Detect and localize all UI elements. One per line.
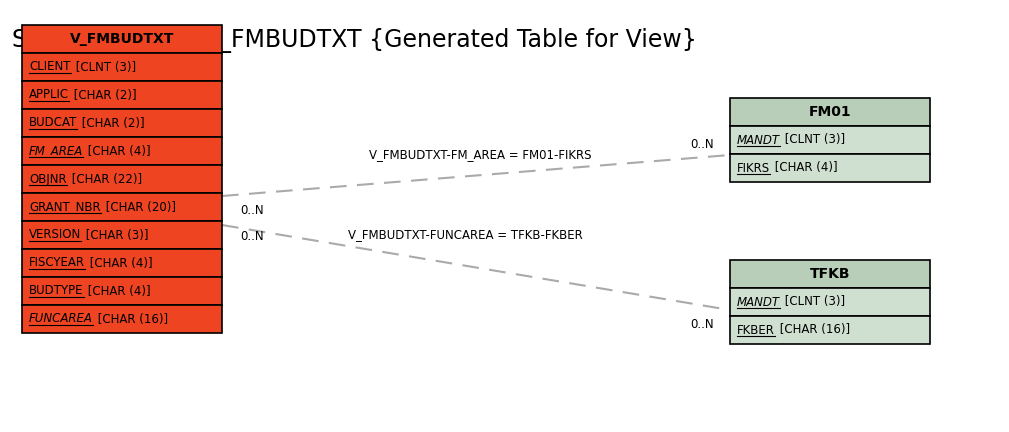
FancyBboxPatch shape — [22, 53, 222, 81]
Text: SAP ABAP table V_FMBUDTXT {Generated Table for View}: SAP ABAP table V_FMBUDTXT {Generated Tab… — [12, 28, 697, 53]
Text: [CHAR (4)]: [CHAR (4)] — [771, 162, 837, 175]
FancyBboxPatch shape — [730, 154, 930, 182]
Text: VERSION: VERSION — [29, 229, 82, 241]
FancyBboxPatch shape — [22, 193, 222, 221]
Text: [CHAR (16)]: [CHAR (16)] — [776, 324, 850, 337]
FancyBboxPatch shape — [22, 137, 222, 165]
FancyBboxPatch shape — [730, 288, 930, 316]
Text: FM01: FM01 — [808, 105, 852, 119]
Text: FUNCAREA: FUNCAREA — [29, 312, 93, 325]
Text: V_FMBUDTXT: V_FMBUDTXT — [70, 32, 175, 46]
Text: [CHAR (4)]: [CHAR (4)] — [85, 285, 151, 298]
Text: 0..N: 0..N — [690, 139, 714, 152]
Text: [CHAR (4)]: [CHAR (4)] — [84, 144, 151, 158]
FancyBboxPatch shape — [22, 249, 222, 277]
Text: MANDT: MANDT — [737, 133, 780, 146]
Text: [CLNT (3)]: [CLNT (3)] — [781, 295, 846, 308]
Text: FIKRS: FIKRS — [737, 162, 770, 175]
Text: 0..N: 0..N — [240, 231, 263, 244]
Text: [CHAR (16)]: [CHAR (16)] — [94, 312, 169, 325]
Text: FM_AREA: FM_AREA — [29, 144, 84, 158]
FancyBboxPatch shape — [730, 260, 930, 288]
FancyBboxPatch shape — [730, 316, 930, 344]
FancyBboxPatch shape — [730, 126, 930, 154]
Text: FKBER: FKBER — [737, 324, 775, 337]
Text: 0..N: 0..N — [240, 203, 263, 216]
Text: APPLIC: APPLIC — [29, 89, 70, 102]
Text: [CLNT (3)]: [CLNT (3)] — [72, 60, 135, 73]
Text: CLIENT: CLIENT — [29, 60, 71, 73]
FancyBboxPatch shape — [22, 81, 222, 109]
FancyBboxPatch shape — [22, 25, 222, 53]
FancyBboxPatch shape — [22, 165, 222, 193]
Text: [CLNT (3)]: [CLNT (3)] — [781, 133, 846, 146]
Text: 0..N: 0..N — [690, 318, 714, 331]
Text: TFKB: TFKB — [810, 267, 851, 281]
Text: [CHAR (22)]: [CHAR (22)] — [68, 172, 141, 185]
Text: [CHAR (2)]: [CHAR (2)] — [79, 117, 145, 130]
Text: [CHAR (20)]: [CHAR (20)] — [102, 200, 176, 213]
Text: BUDCAT: BUDCAT — [29, 117, 78, 130]
FancyBboxPatch shape — [22, 277, 222, 305]
Text: FISCYEAR: FISCYEAR — [29, 257, 85, 270]
Text: [CHAR (2)]: [CHAR (2)] — [70, 89, 137, 102]
Text: GRANT_NBR: GRANT_NBR — [29, 200, 101, 213]
Text: V_FMBUDTXT-FUNCAREA = TFKB-FKBER: V_FMBUDTXT-FUNCAREA = TFKB-FKBER — [348, 229, 582, 241]
Text: MANDT: MANDT — [737, 295, 780, 308]
Text: [CHAR (3)]: [CHAR (3)] — [83, 229, 148, 241]
FancyBboxPatch shape — [22, 109, 222, 137]
FancyBboxPatch shape — [22, 305, 222, 333]
Text: OBJNR: OBJNR — [29, 172, 67, 185]
Text: [CHAR (4)]: [CHAR (4)] — [86, 257, 152, 270]
FancyBboxPatch shape — [730, 98, 930, 126]
FancyBboxPatch shape — [22, 221, 222, 249]
Text: V_FMBUDTXT-FM_AREA = FM01-FIKRS: V_FMBUDTXT-FM_AREA = FM01-FIKRS — [368, 149, 591, 162]
Text: BUDTYPE: BUDTYPE — [29, 285, 84, 298]
